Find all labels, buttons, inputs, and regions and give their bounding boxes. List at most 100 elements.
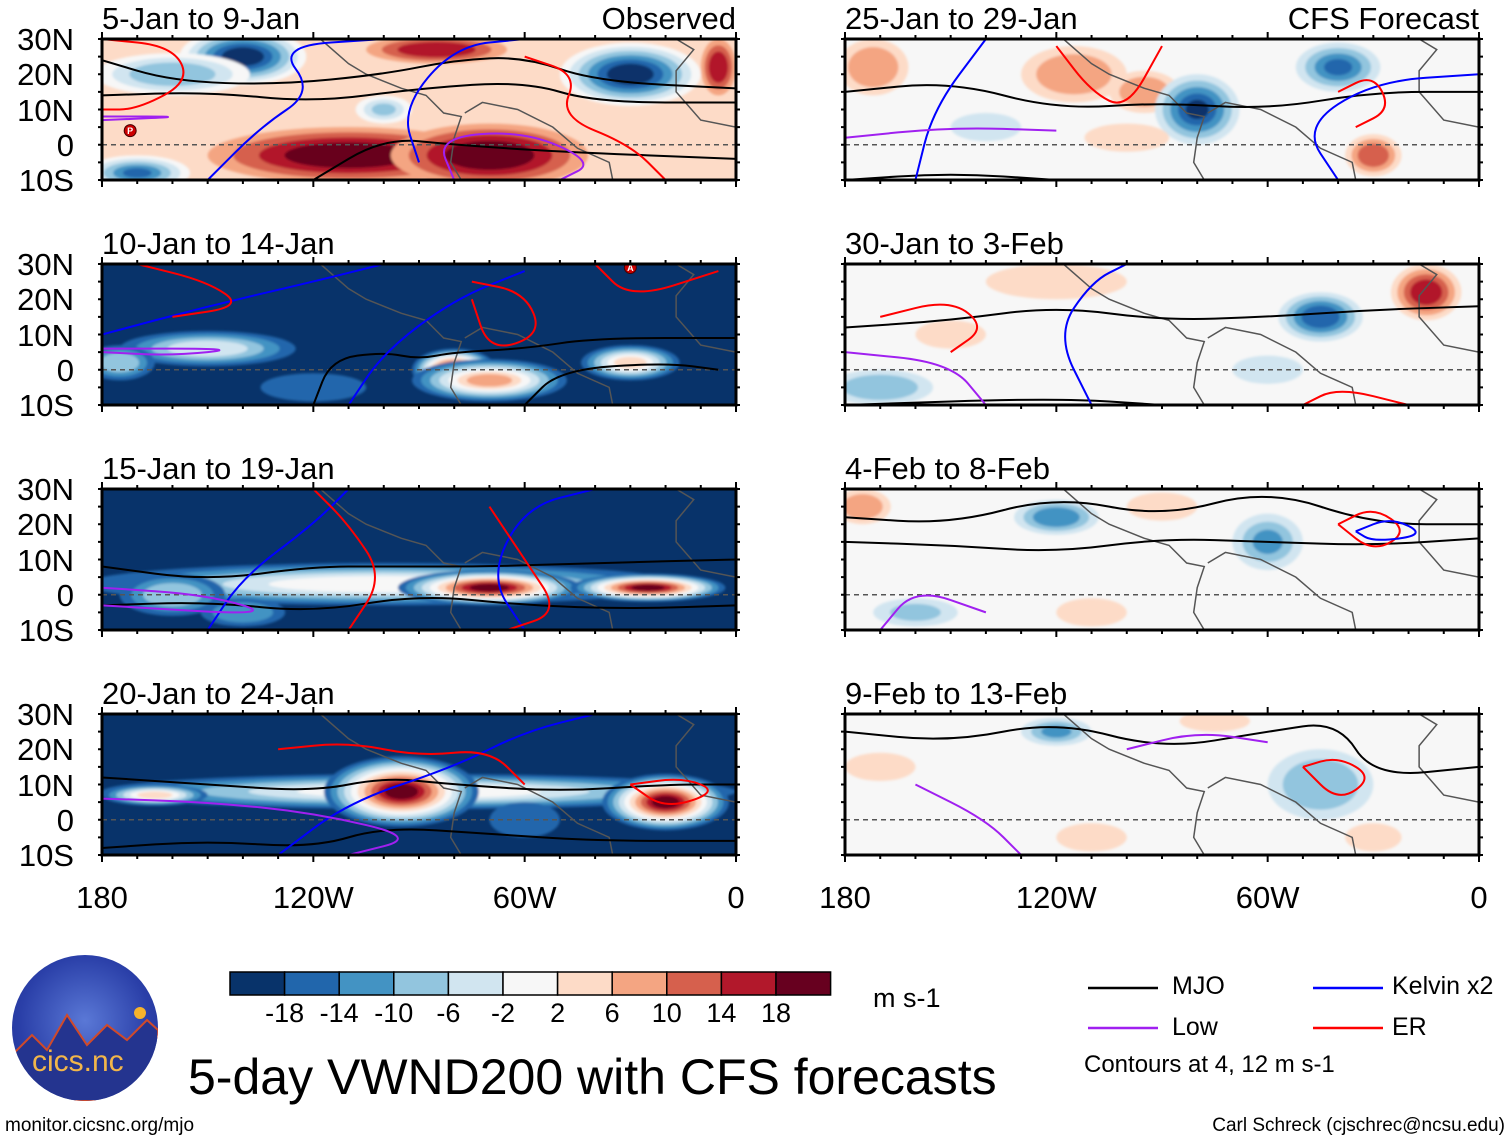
anomaly-blob	[1356, 828, 1391, 846]
anomaly-blob	[857, 379, 903, 395]
colorbar-swatch	[283, 971, 340, 996]
mjo-contour	[102, 558, 736, 579]
kelvin-contour	[102, 264, 385, 336]
mjo-contour	[845, 305, 1479, 329]
anomaly-blob	[1140, 498, 1184, 516]
anomaly-blob	[1324, 58, 1353, 76]
lat-tick-label: 20N	[17, 507, 74, 543]
kelvin-contour	[206, 39, 384, 180]
panel-title: 5-Jan to 9-Jan	[102, 1, 301, 36]
er-contour	[524, 55, 667, 180]
figure-title: 5-day VWND200 with CFS forecasts	[188, 1049, 997, 1105]
kelvin-contour	[206, 489, 350, 630]
anomaly-blob	[1070, 828, 1113, 846]
lat-tick-label: 30N	[17, 472, 74, 507]
anomaly-blob	[637, 585, 659, 590]
lat-tick-label: 10N	[17, 542, 74, 578]
anomaly-blob	[1101, 129, 1153, 147]
low-contour	[879, 594, 987, 630]
coastline	[1418, 714, 1479, 803]
colorbar-swatch	[556, 971, 613, 996]
anomaly-blob	[413, 44, 461, 55]
anomaly-blob	[1070, 603, 1113, 621]
lon-tick-label: 120W	[1015, 880, 1097, 915]
coastline	[464, 326, 614, 405]
kelvin-contour	[1355, 520, 1417, 541]
er-contour	[1337, 79, 1387, 129]
coastline	[319, 39, 463, 180]
mjo-contour	[523, 363, 719, 405]
map-panel	[98, 482, 740, 637]
lat-tick-label: 10S	[18, 163, 74, 198]
coastline	[1062, 489, 1206, 630]
lat-tick-label: 10S	[18, 388, 74, 423]
coastline	[319, 489, 463, 630]
anomaly-blob	[1014, 271, 1099, 293]
anomaly-blob	[1246, 361, 1289, 379]
coastline	[319, 714, 463, 855]
lon-tick-label: 180	[819, 880, 871, 915]
coastline	[675, 264, 736, 353]
colorbar-tick-label: 14	[706, 998, 737, 1028]
lat-tick-label: 30N	[17, 22, 74, 57]
panel-title: 30-Jan to 3-Feb	[845, 226, 1064, 261]
anomaly-blob	[1416, 284, 1436, 300]
coastline	[1207, 776, 1357, 855]
low-contour	[845, 351, 987, 405]
lon-tick-label: 0	[1470, 880, 1488, 915]
footer-url[interactable]: monitor.cicsnc.org/mjo	[5, 1115, 195, 1136]
kelvin-contour	[497, 489, 596, 630]
anomaly-blob	[477, 585, 502, 590]
storm-marker: P	[123, 124, 137, 138]
mjo-contour	[102, 597, 736, 611]
er-contour	[594, 264, 719, 293]
anomaly-blob	[1042, 511, 1071, 524]
colorbar-swatch	[502, 971, 559, 996]
mjo-contour	[312, 337, 736, 405]
coastline	[1207, 551, 1357, 630]
lat-tick-label: 20N	[17, 282, 74, 318]
colorbar-tick-label: 10	[651, 998, 682, 1028]
panel-tag: Observed	[601, 1, 736, 36]
panel-title: 4-Feb to 8-Feb	[845, 451, 1051, 486]
lat-tick-label: 30N	[17, 247, 74, 282]
colorbar-swatch	[775, 971, 832, 996]
mjo-contour	[845, 495, 1479, 526]
er-contour	[470, 280, 537, 347]
colorbar-swatch	[720, 971, 777, 996]
anomaly-blob	[850, 499, 875, 515]
lat-tick-label: 10N	[17, 92, 74, 128]
anomaly-blob	[1129, 82, 1160, 101]
anomaly-blob	[1041, 725, 1072, 738]
lat-tick-label: 10S	[18, 838, 74, 873]
colorbar-tick-label: -14	[319, 998, 359, 1028]
coastline	[464, 776, 614, 855]
legend-kelvin-label: Kelvin x2	[1392, 972, 1494, 1000]
anomaly-blob	[858, 55, 889, 80]
anomaly-blob	[616, 67, 645, 81]
er-contour	[629, 778, 709, 805]
colorbar-swatch	[393, 971, 450, 996]
panel-title: 20-Jan to 24-Jan	[102, 676, 335, 711]
anomaly-blob	[462, 146, 517, 164]
kelvin-contour	[407, 39, 525, 163]
anomaly-blob	[310, 147, 387, 164]
colorbar-swatch	[338, 971, 395, 996]
low-contour	[914, 783, 1022, 855]
lat-tick-label: 10S	[18, 613, 74, 648]
anomaly-blob	[146, 67, 199, 82]
low-contour	[1126, 733, 1268, 751]
kelvin-contour	[277, 714, 596, 855]
anomaly-blob	[230, 50, 256, 63]
colorbar-tick-label: -6	[436, 998, 461, 1028]
anomaly-blob	[391, 786, 412, 797]
colorbar-tick-label: 6	[604, 998, 620, 1028]
anomaly-blob	[1363, 148, 1383, 163]
panel-tag: CFS Forecast	[1287, 1, 1479, 36]
colorbar-swatch	[229, 971, 286, 996]
anomaly-blob	[1051, 62, 1097, 87]
er-contour	[1337, 510, 1401, 548]
coastline	[319, 264, 463, 405]
